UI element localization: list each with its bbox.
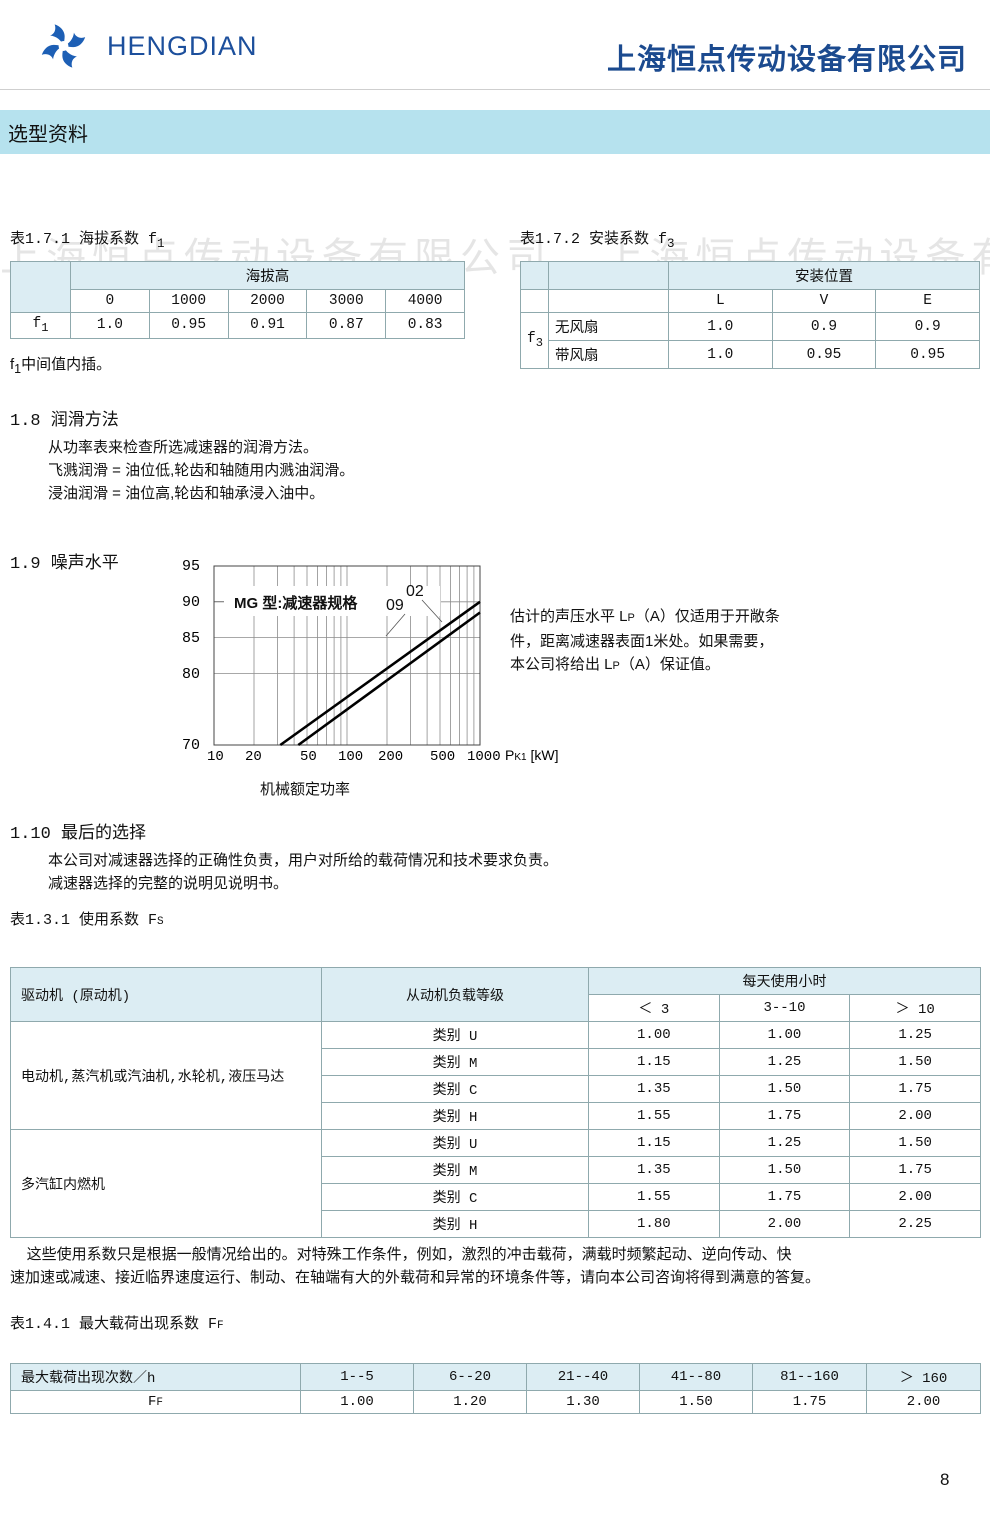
- svg-text:09: 09: [386, 597, 404, 614]
- svg-text:02: 02: [406, 583, 424, 600]
- svg-text:MG 型:减速器规格: MG 型:减速器规格: [234, 594, 358, 612]
